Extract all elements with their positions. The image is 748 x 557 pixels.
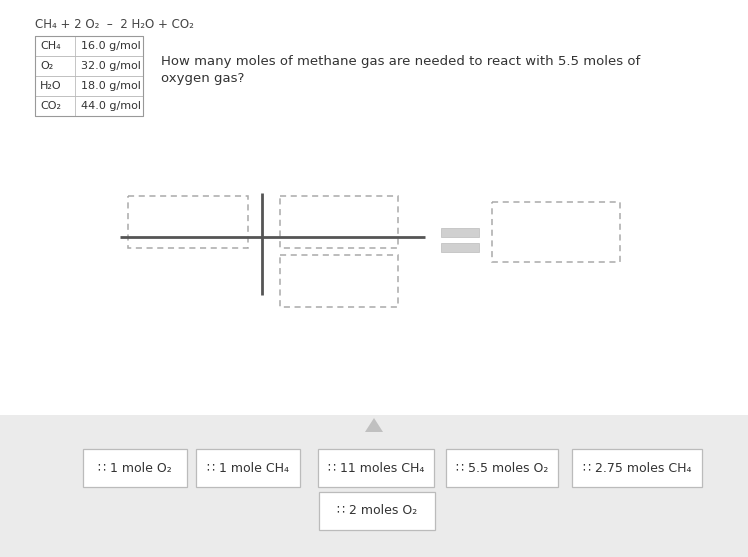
Bar: [441, 228, 479, 237]
Bar: [280, 255, 398, 307]
Text: CO₂: CO₂: [40, 101, 61, 111]
Bar: [128, 196, 248, 248]
Text: H₂O: H₂O: [40, 81, 61, 91]
Text: ∷ 1 mole CH₄: ∷ 1 mole CH₄: [207, 462, 289, 475]
Text: oxygen gas?: oxygen gas?: [161, 72, 245, 85]
Bar: [35, 96, 143, 116]
Text: O₂: O₂: [40, 61, 53, 71]
FancyBboxPatch shape: [318, 449, 434, 487]
Text: 44.0 g/mol: 44.0 g/mol: [81, 101, 141, 111]
Text: 16.0 g/mol: 16.0 g/mol: [81, 41, 141, 51]
Bar: [35, 36, 143, 56]
FancyBboxPatch shape: [572, 449, 702, 487]
Text: ∷ 5.5 moles O₂: ∷ 5.5 moles O₂: [456, 462, 548, 475]
FancyBboxPatch shape: [319, 492, 435, 530]
Bar: [280, 196, 398, 248]
Text: ∷ 2 moles O₂: ∷ 2 moles O₂: [337, 505, 417, 517]
Bar: [35, 56, 143, 76]
FancyBboxPatch shape: [196, 449, 300, 487]
Bar: [492, 202, 620, 262]
Text: How many moles of methane gas are needed to react with 5.5 moles of: How many moles of methane gas are needed…: [161, 55, 640, 68]
Text: ∷ 2.75 moles CH₄: ∷ 2.75 moles CH₄: [583, 462, 691, 475]
Text: ∷ 1 mole O₂: ∷ 1 mole O₂: [98, 462, 172, 475]
FancyBboxPatch shape: [83, 449, 187, 487]
Bar: [35, 36, 143, 116]
Text: 32.0 g/mol: 32.0 g/mol: [81, 61, 141, 71]
Text: CH₄ + 2 O₂  –  2 H₂O + CO₂: CH₄ + 2 O₂ – 2 H₂O + CO₂: [35, 18, 194, 31]
Text: ∷ 11 moles CH₄: ∷ 11 moles CH₄: [328, 462, 424, 475]
Bar: [35, 76, 143, 96]
Bar: [441, 243, 479, 252]
Bar: [0, 415, 748, 557]
FancyBboxPatch shape: [446, 449, 558, 487]
Text: 18.0 g/mol: 18.0 g/mol: [81, 81, 141, 91]
Bar: [0, 0, 748, 415]
Polygon shape: [365, 418, 383, 432]
Text: CH₄: CH₄: [40, 41, 61, 51]
